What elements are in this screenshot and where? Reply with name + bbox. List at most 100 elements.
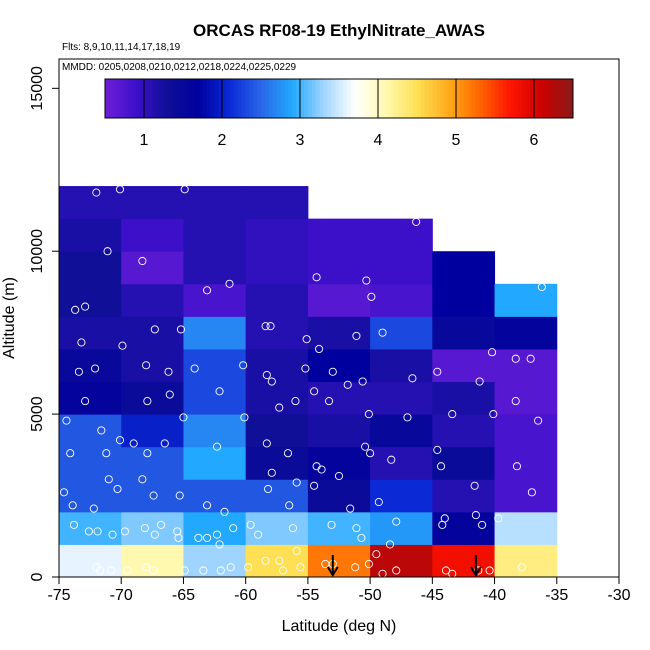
sample-point <box>150 530 159 539</box>
sample-point <box>301 364 310 373</box>
heatmap-cell <box>183 511 247 545</box>
y-tick-label: 5000 <box>29 396 46 432</box>
sample-point <box>343 380 352 389</box>
heatmap-cell <box>432 316 496 350</box>
sample-point <box>488 348 497 357</box>
sample-point <box>174 533 183 542</box>
heatmap-cell <box>307 544 371 578</box>
sample-point <box>512 462 522 471</box>
y-tick-label: 10000 <box>29 229 46 274</box>
sample-point <box>470 481 479 490</box>
heatmap-cell <box>245 414 309 448</box>
sample-point <box>140 524 149 533</box>
sample-point <box>275 556 284 565</box>
heatmap-cell <box>307 414 371 448</box>
heatmap-cell <box>183 316 247 350</box>
heatmap-cell <box>307 381 371 415</box>
sample-point <box>62 416 71 425</box>
heatmap-cell <box>370 479 433 513</box>
heatmap-cell <box>59 414 122 448</box>
sample-point <box>278 566 288 575</box>
sample-point <box>261 322 270 331</box>
sample-point <box>173 527 182 536</box>
sample-point <box>478 520 487 529</box>
x-tick-label: -60 <box>234 587 257 604</box>
sample-point <box>527 488 536 497</box>
sample-point <box>352 331 361 340</box>
heatmap-cell <box>370 544 433 578</box>
heatmap-cell <box>432 479 496 513</box>
sample-point <box>123 566 132 575</box>
flights-note: Flts: 8,9,10,11,14,17,18,19 <box>62 42 181 53</box>
x-tick-label: -50 <box>359 587 382 604</box>
sample-point <box>143 449 152 458</box>
x-tick-label: -40 <box>483 587 506 604</box>
heatmap-cell <box>121 283 184 317</box>
heatmap-cell <box>494 544 558 578</box>
sample-point <box>471 511 480 520</box>
sample-point <box>403 413 412 422</box>
heatmap-cell <box>494 414 558 448</box>
sample-point <box>291 397 300 406</box>
y-tick-label: 0 <box>29 572 46 581</box>
sample-point <box>149 566 158 575</box>
sample-point <box>142 361 151 370</box>
sample-point <box>367 292 376 301</box>
sample-point <box>517 563 526 572</box>
sample-point <box>534 416 543 425</box>
sample-point <box>358 377 367 386</box>
plot-frame <box>58 58 620 578</box>
heatmap-cell <box>494 348 558 383</box>
sample-point <box>310 387 319 396</box>
sample-point <box>71 305 80 314</box>
sample-point <box>113 484 122 494</box>
sample-point <box>118 341 127 350</box>
heatmap-cell <box>494 381 558 415</box>
heatmap-cell <box>59 251 122 285</box>
heatmap-cell <box>307 218 371 252</box>
sample-point <box>149 491 158 500</box>
sample-point <box>526 354 535 363</box>
dates-note: MMDD: 0205,0208,0210,0212,0218,0224,0225… <box>62 62 297 73</box>
heatmap-cell <box>245 479 309 513</box>
sample-point <box>485 566 494 575</box>
sample-point <box>511 354 520 363</box>
heatmap-cell <box>307 348 371 383</box>
heatmap-cell <box>245 446 309 480</box>
heatmap-cell <box>121 479 184 513</box>
sample-point <box>199 566 208 575</box>
heatmap-cell <box>121 511 184 545</box>
sample-point <box>267 377 276 386</box>
heatmap-cell <box>307 316 371 350</box>
sample-point <box>194 533 203 542</box>
heatmap-cell <box>59 186 122 220</box>
markers <box>326 555 482 577</box>
sample-point <box>216 566 225 575</box>
sample-point <box>107 566 116 575</box>
heatmap-cell <box>307 446 371 480</box>
sample-point <box>362 276 371 285</box>
sample-point <box>165 390 174 399</box>
y-tick-label: 15000 <box>29 66 46 111</box>
sample-point <box>180 185 189 194</box>
heatmap-cell <box>183 544 247 578</box>
heatmap-cell <box>432 251 496 285</box>
sample-point <box>346 504 355 513</box>
sample-point <box>392 566 401 575</box>
heatmap-cells <box>59 186 558 578</box>
heatmap-cell <box>183 186 247 220</box>
sample-point <box>203 501 212 510</box>
sample-point <box>215 540 224 549</box>
sample-point <box>225 279 234 288</box>
sample-point <box>74 367 83 376</box>
sample-point <box>351 563 360 572</box>
sample-point <box>288 524 298 533</box>
sample-point <box>150 325 159 334</box>
sample-point <box>120 527 130 536</box>
heatmap-cell <box>121 348 184 383</box>
heatmap-cell <box>59 283 122 317</box>
heatmap-cell <box>307 479 371 513</box>
sample-point <box>385 540 395 549</box>
heatmap-cell <box>494 479 558 513</box>
sample-point <box>203 286 212 295</box>
